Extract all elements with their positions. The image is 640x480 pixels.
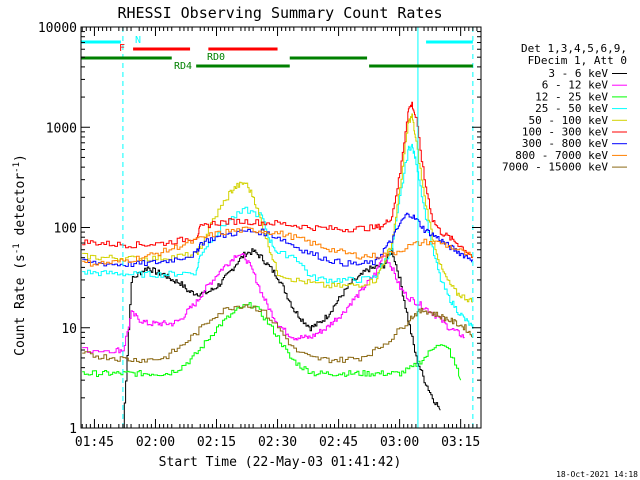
series-line-5: [82, 101, 474, 259]
flag-label-n: N: [135, 35, 141, 46]
series-line-1: [82, 253, 465, 354]
legend-label-7: 800 - 7000 keV: [515, 149, 608, 162]
series-line-7: [82, 226, 474, 267]
y-tick-label-3: 1000: [46, 121, 77, 136]
legend-label-1: 6 - 12 keV: [542, 79, 609, 92]
y-tick-label-2: 100: [54, 222, 77, 237]
series-line-0: [122, 248, 441, 428]
svg-text:Count Rate (s-1 detector-1): Count Rate (s-1 detector-1): [12, 154, 28, 356]
y-axis-label: Count Rate (s-1 detector-1): [12, 154, 28, 356]
legend-label-8: 7000 - 15000 keV: [502, 161, 608, 174]
y-axis-label-main: Count Rate (s: [13, 254, 28, 356]
y-tick-label-1: 10: [61, 322, 77, 337]
legend-header-0: Det 1,3,4,5,6,9,: [521, 42, 627, 55]
chart-title: RHESSI Observing Summary Count Rates: [117, 4, 442, 22]
x-axis-label: Start Time (22-May-03 01:41:42): [159, 455, 402, 470]
y-axis-label-end: ): [13, 154, 28, 162]
x-tick-label-6: 03:15: [441, 435, 480, 450]
x-tick-label-4: 02:45: [319, 435, 358, 450]
series-line-3: [82, 143, 474, 329]
footer-timestamp: 18-Oct-2021 14:18: [556, 470, 638, 479]
legend-header-1: FDecim 1, Att 0: [528, 54, 627, 67]
legend-label-5: 100 - 300 keV: [522, 126, 608, 139]
y-axis-label-sup1: -1: [12, 243, 22, 254]
flag-label-f: F: [119, 43, 125, 54]
y-axis-label-mid: detector: [13, 173, 28, 244]
legend-label-6: 300 - 800 keV: [522, 137, 608, 150]
flag-label-rd0: RD0: [207, 52, 225, 63]
y-tick-label-0: 1: [69, 422, 77, 437]
legend-label-0: 3 - 6 keV: [548, 67, 608, 80]
series-line-6: [82, 212, 474, 267]
x-tick-label-0: 01:45: [75, 435, 114, 450]
legend: Det 1,3,4,5,6,9,FDecim 1, Att 03 - 6 keV…: [502, 42, 627, 174]
flag-label-rd4: RD4: [174, 61, 192, 72]
x-tick-label-2: 02:15: [197, 435, 236, 450]
y-axis-label-sup2: -1: [12, 162, 22, 173]
series-line-4: [82, 113, 474, 303]
x-tick-label-1: 02:00: [136, 435, 175, 450]
series-line-2: [82, 302, 462, 381]
x-tick-label-5: 03:00: [380, 435, 419, 450]
series-line-8: [82, 304, 474, 364]
x-tick-label-3: 02:30: [258, 435, 297, 450]
legend-label-4: 50 - 100 keV: [529, 114, 609, 127]
legend-label-3: 25 - 50 keV: [535, 102, 608, 115]
y-tick-label-4: 10000: [38, 21, 77, 36]
legend-label-2: 12 - 25 keV: [535, 90, 608, 103]
